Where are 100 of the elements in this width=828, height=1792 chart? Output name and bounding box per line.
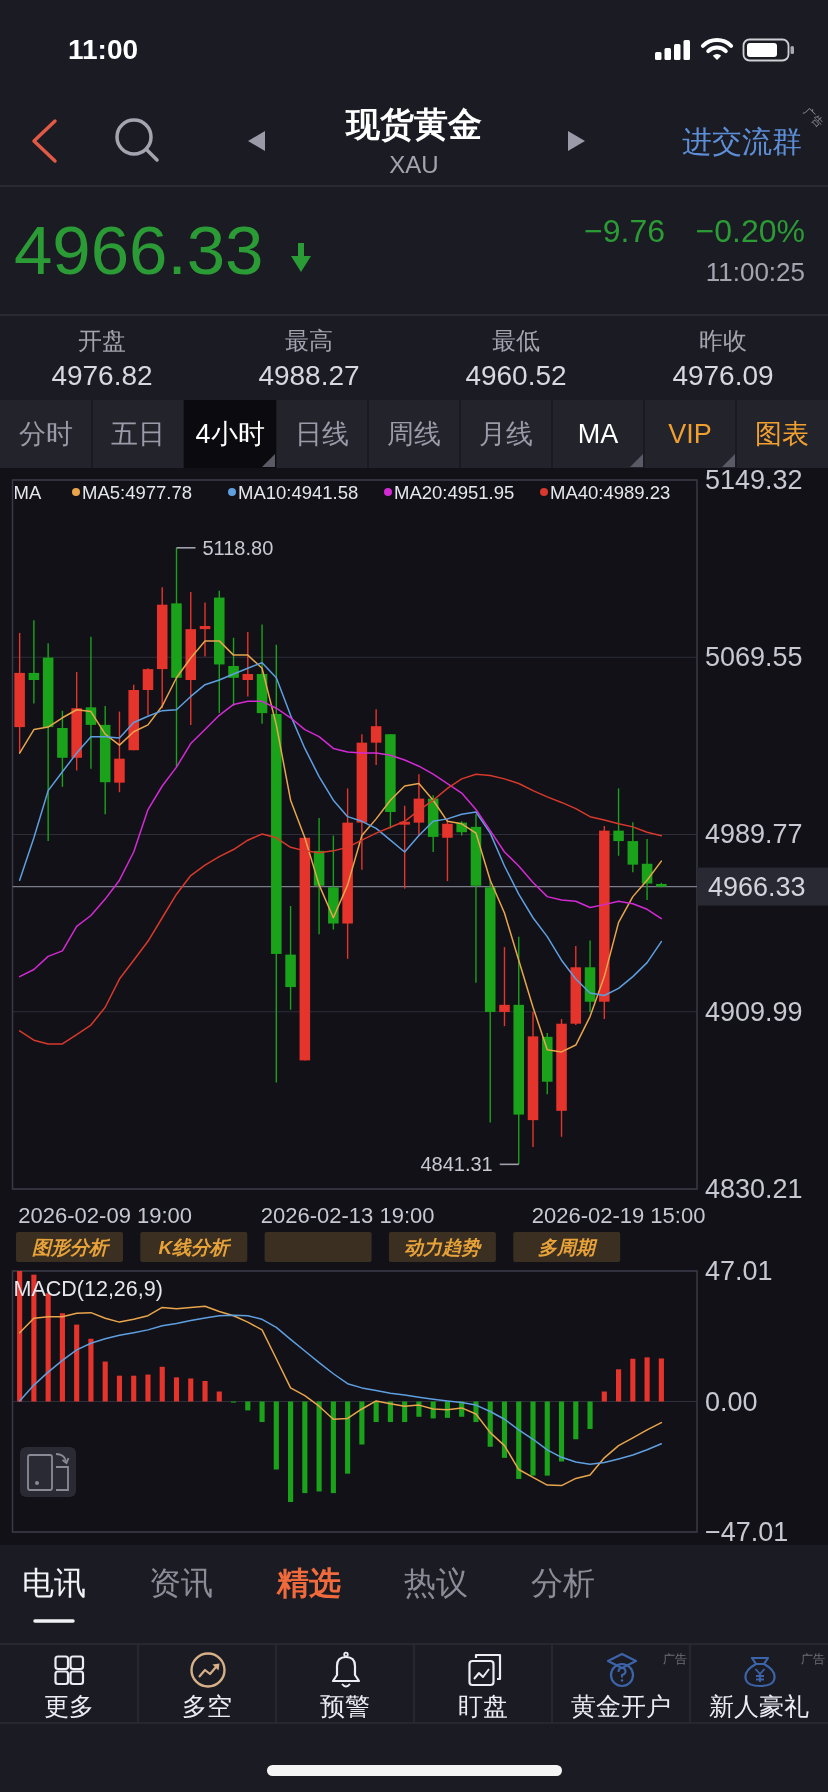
data-label: 4960.52	[465, 359, 567, 391]
candlestick	[28, 619, 40, 705]
bar	[516, 1401, 522, 1479]
bar	[59, 1313, 65, 1402]
x-tick-label: 2026-02-19 15:00	[531, 1202, 706, 1228]
legend-title: MA	[13, 481, 42, 503]
bar	[302, 1401, 308, 1494]
bar	[573, 1401, 579, 1440]
legend-label: MA40:4989.23	[550, 481, 671, 503]
bar	[216, 1391, 222, 1402]
candlestick	[142, 667, 154, 717]
candlestick	[613, 787, 624, 857]
text: 广告	[801, 104, 827, 130]
bar	[116, 1375, 123, 1402]
data-label: 4976.09	[672, 359, 774, 391]
bar	[202, 1380, 208, 1402]
text: VIP	[668, 419, 712, 449]
text: 电讯	[22, 1565, 86, 1601]
bar	[658, 1358, 664, 1402]
bar	[159, 1366, 165, 1402]
x-tick-label: 2026-02-13 19:00	[260, 1202, 435, 1228]
text: 精选	[275, 1565, 341, 1601]
text: −0.20%	[695, 213, 805, 249]
category-label: 开盘	[78, 326, 126, 354]
text: 预警	[320, 1692, 370, 1720]
category-label: 最高	[285, 326, 333, 354]
bar	[601, 1391, 607, 1402]
y-tick-label: −47.01	[705, 1517, 789, 1547]
bar	[544, 1401, 550, 1476]
text: 更多	[44, 1692, 94, 1720]
bar	[145, 1374, 151, 1402]
text: 日线	[295, 419, 349, 449]
legend-label: MA5:4977.78	[82, 481, 193, 503]
legend-label: MA20:4951.95	[394, 481, 515, 503]
bar	[173, 1377, 180, 1402]
bar	[88, 1338, 94, 1402]
text: 4小时	[195, 419, 265, 449]
line-series	[18, 661, 663, 997]
bar	[316, 1401, 322, 1492]
bar	[188, 1378, 194, 1402]
text: 多空	[182, 1692, 232, 1720]
bar	[330, 1401, 336, 1494]
bar	[630, 1358, 636, 1402]
text: 月线	[479, 419, 533, 449]
text: 图形分析	[31, 1236, 111, 1258]
text: 盯盘	[458, 1692, 508, 1720]
y-tick-label: 5069.55	[705, 642, 803, 673]
candlestick	[199, 601, 211, 658]
text: 图表	[755, 419, 809, 449]
y-tick-label: 4989.77	[705, 819, 803, 850]
text: 新人豪礼	[709, 1692, 809, 1720]
y-tick-label: 5149.32	[705, 465, 803, 495]
y-tick-label: 4830.21	[705, 1174, 803, 1204]
text: 11:00	[67, 33, 139, 65]
y-tick-label: 0.00	[705, 1386, 758, 1417]
legend-label: MA10:4941.58	[238, 481, 359, 503]
candlestick	[627, 821, 639, 873]
text: 周线	[387, 419, 441, 449]
line-series	[18, 700, 663, 978]
bar	[616, 1369, 622, 1402]
bar	[102, 1361, 108, 1402]
y-tick-label: 4909.99	[705, 996, 803, 1027]
annotation: 5118.80	[202, 536, 274, 559]
text: 多周期	[538, 1236, 599, 1258]
text: 4966.33	[14, 211, 264, 289]
text: 进交流群	[682, 124, 802, 158]
text: 现货黄金	[344, 105, 482, 143]
data-label: 4988.27	[258, 359, 360, 391]
text: MA	[577, 419, 619, 449]
text: 动力趋势	[404, 1236, 483, 1258]
candlestick	[370, 708, 382, 766]
bar	[259, 1401, 265, 1423]
bar	[273, 1401, 279, 1470]
data-label: 4976.82	[51, 359, 153, 391]
text: 11:00:25	[705, 257, 805, 287]
candlestick	[499, 946, 510, 1027]
text: 广告	[663, 1652, 687, 1666]
text: 分时	[19, 419, 73, 449]
candlestick	[228, 637, 239, 707]
x-tick-label: 2026-02-09 19:00	[18, 1202, 193, 1228]
bar	[373, 1401, 379, 1423]
annotation: 4841.31	[420, 1153, 493, 1176]
category-label: 最低	[492, 326, 540, 354]
bar	[501, 1401, 508, 1458]
bar	[131, 1375, 137, 1402]
bar	[587, 1401, 593, 1429]
candlestick	[242, 631, 254, 698]
y-tick-label: 47.01	[705, 1256, 773, 1286]
text: K线分析	[158, 1236, 233, 1258]
text: −9.76	[584, 213, 665, 249]
bar	[288, 1401, 294, 1502]
category-label: 昨收	[699, 326, 747, 354]
text: 热议	[403, 1565, 468, 1601]
bar	[644, 1357, 650, 1402]
line-series	[18, 640, 663, 1053]
bar	[345, 1401, 351, 1474]
text: 五日	[111, 419, 165, 449]
text: 广告	[801, 1652, 825, 1666]
text: XAU	[389, 150, 439, 178]
bar	[359, 1401, 365, 1445]
